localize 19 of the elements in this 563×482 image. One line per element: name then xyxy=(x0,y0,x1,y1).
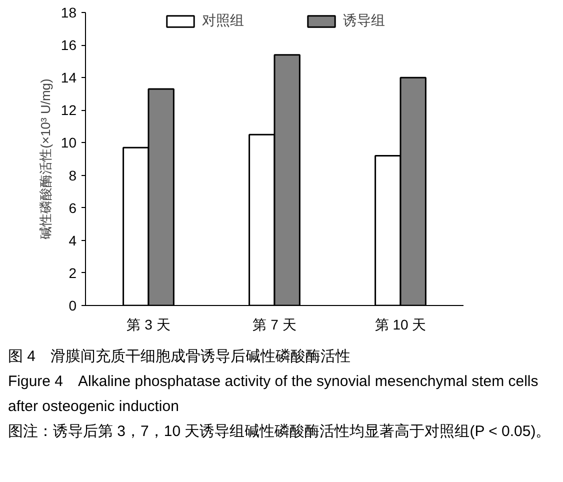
x-tick-label: 第 7 天 xyxy=(252,316,296,332)
x-tick-label: 第 3 天 xyxy=(126,316,170,332)
text: 图注：诱导后第 3，7，10 天诱导组碱性磷酸酶活性均显著高于对照组(P < 0.05)。 xyxy=(8,422,552,442)
y-tick-label: 16 xyxy=(60,37,77,54)
y-tick-label: 14 xyxy=(60,70,77,86)
legend-label: 对照组 xyxy=(202,12,244,30)
text: Figure 4 Alkaline phosphatase activity of the synovial mesenchymal stem cells after osteogenic induction xyxy=(8,372,540,417)
y-tick-label: 10 xyxy=(60,134,77,151)
legend-label: 诱导组 xyxy=(343,12,385,30)
y-axis-title: 碱性磷酸酶活性(×10³ U/mg) xyxy=(38,78,53,240)
y-tick-label: 18 xyxy=(60,4,77,20)
y-tick-label: 2 xyxy=(68,264,77,281)
x-tick-label: 第 10 天 xyxy=(374,316,426,332)
y-tick-label: 12 xyxy=(60,102,77,118)
y-tick-label: 4 xyxy=(68,232,77,248)
y-tick-label: 8 xyxy=(68,167,77,184)
text: 图 4 滑膜间充质干细胞成骨诱导后碱性磷酸酶活性 xyxy=(8,347,352,367)
y-tick-label: 0 xyxy=(68,298,77,314)
y-tick-label: 6 xyxy=(68,200,77,216)
